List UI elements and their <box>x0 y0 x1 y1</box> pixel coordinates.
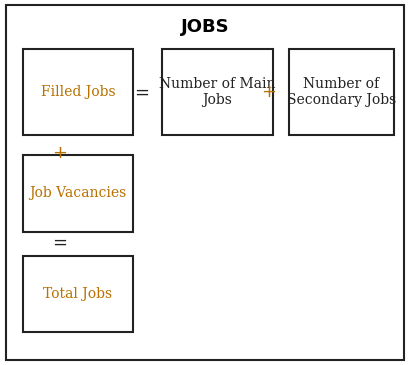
Text: Number of Main
Jobs: Number of Main Jobs <box>159 77 275 107</box>
Bar <box>162 49 272 135</box>
Text: +: + <box>52 144 67 162</box>
Text: =: = <box>134 83 148 101</box>
Bar <box>288 49 393 135</box>
Text: Total Jobs: Total Jobs <box>43 287 112 301</box>
Text: Job Vacancies: Job Vacancies <box>29 187 126 200</box>
Bar <box>22 49 133 135</box>
Text: Filled Jobs: Filled Jobs <box>40 85 115 99</box>
Text: Number of
Secondary Jobs: Number of Secondary Jobs <box>286 77 395 107</box>
Bar <box>22 255 133 332</box>
Text: JOBS: JOBS <box>180 18 229 36</box>
Text: +: + <box>261 83 275 101</box>
Bar <box>22 155 133 232</box>
Text: =: = <box>52 234 67 252</box>
